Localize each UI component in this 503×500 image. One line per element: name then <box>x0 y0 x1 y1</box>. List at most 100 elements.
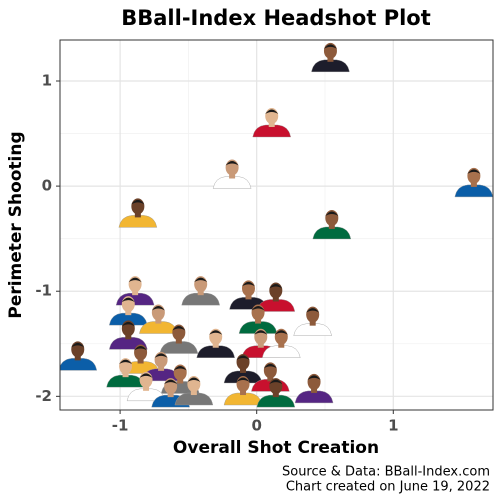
headshot-hair <box>269 283 283 289</box>
x-tick-label: 0 <box>251 417 261 435</box>
plot-border <box>59 39 494 411</box>
headshot-neck <box>122 372 129 378</box>
headshot-neck <box>155 318 162 324</box>
headshot-neck <box>245 294 252 300</box>
headshot <box>126 371 166 402</box>
headshot-shoulders <box>262 345 301 358</box>
headshot-hair <box>306 308 320 313</box>
headshot-shoulders <box>293 323 332 336</box>
caption: Source & Data: BBall-Index.com <box>282 465 490 480</box>
headshot-neck <box>177 378 184 384</box>
headshot-hair <box>254 330 268 335</box>
headshot-shoulders <box>311 59 350 73</box>
headshot-shoulders <box>294 390 334 404</box>
y-tick-label: 1 <box>42 71 52 89</box>
headshot-hair <box>119 359 133 365</box>
headshot-hair <box>265 109 279 114</box>
headshot-hair <box>128 277 142 283</box>
headshot-neck <box>311 387 318 393</box>
headshot <box>118 198 158 228</box>
headshot-neck <box>212 342 219 348</box>
points <box>60 42 493 408</box>
headshot-neck <box>137 358 144 364</box>
headshot-neck <box>257 342 264 348</box>
headshot-shoulders <box>238 321 278 334</box>
headshot-hair <box>121 321 135 327</box>
headshot-hair <box>172 326 186 331</box>
headshot-hair <box>121 297 135 303</box>
headshot-neck <box>229 173 236 179</box>
headshot <box>181 276 220 306</box>
headshot-hair <box>71 342 85 348</box>
headshot-hair <box>187 377 201 383</box>
headshot-hair <box>467 169 481 174</box>
headshot-neck <box>278 342 285 348</box>
headshot-neck <box>309 320 316 326</box>
headshot-neck <box>240 390 247 396</box>
headshot-neck <box>267 376 274 382</box>
x-tick-label: -1 <box>112 417 129 435</box>
headshot-neck <box>74 355 81 361</box>
headshot-shoulders <box>159 341 199 354</box>
headshot-hair <box>269 379 283 385</box>
caption: Chart created on June 19, 2022 <box>286 480 490 495</box>
headshot-neck <box>268 121 275 127</box>
headshot-neck <box>328 223 335 229</box>
headshot <box>60 341 97 371</box>
headshot-hair <box>236 355 250 360</box>
headshot-hair <box>325 211 339 216</box>
headshot-hair <box>225 160 239 166</box>
headshot-neck <box>125 334 132 340</box>
headshot <box>312 209 352 240</box>
headshot-hair <box>173 365 187 371</box>
chart-title: BBall-Index Headshot Plot <box>121 6 431 30</box>
headshot-neck <box>167 392 174 398</box>
headshot <box>109 296 148 326</box>
headshot-hair <box>274 330 288 335</box>
headshot-neck <box>134 212 141 218</box>
headshot-hair <box>139 373 153 378</box>
headshot <box>159 324 199 354</box>
x-axis-title: Overall Shot Creation <box>173 438 379 458</box>
headshot-hair <box>307 375 321 380</box>
headshot-neck <box>132 290 139 296</box>
headshot <box>293 306 332 336</box>
headshot-neck <box>175 338 182 344</box>
headshot-shoulders <box>109 312 148 326</box>
y-tick-label: -1 <box>35 282 52 300</box>
headshot-neck <box>272 392 279 398</box>
headshot <box>174 376 214 406</box>
y-tick-label: -2 <box>35 387 52 405</box>
headshot-neck <box>327 56 334 62</box>
headshot <box>139 304 178 334</box>
headshot-neck <box>470 181 477 187</box>
headshot <box>238 304 278 334</box>
headshot-shoulders <box>212 176 252 189</box>
headshot-hair <box>131 199 145 205</box>
headshot <box>262 328 301 358</box>
headshot-hair <box>263 363 277 369</box>
headshot <box>212 159 252 189</box>
headshot <box>115 276 155 306</box>
headshot-neck <box>197 290 204 296</box>
x-tick-label: 1 <box>388 417 398 435</box>
y-tick-label: 0 <box>42 177 52 195</box>
headshot-hair <box>209 330 223 335</box>
headshot-hair <box>323 44 337 49</box>
headshot-hair <box>151 306 165 311</box>
headshot-shoulders <box>454 184 493 198</box>
headshot-neck <box>255 318 262 324</box>
headshot <box>223 376 263 406</box>
headshot-neck <box>190 390 197 396</box>
headshot <box>256 282 296 312</box>
headshot-shoulders <box>312 226 352 240</box>
headshot-hair <box>164 379 178 385</box>
headshot-neck <box>125 310 132 316</box>
headshot-hair <box>194 277 208 283</box>
headshot-neck <box>158 365 165 371</box>
headshot-shoulders <box>118 215 158 228</box>
headshot <box>294 373 334 404</box>
headshot <box>256 378 296 408</box>
